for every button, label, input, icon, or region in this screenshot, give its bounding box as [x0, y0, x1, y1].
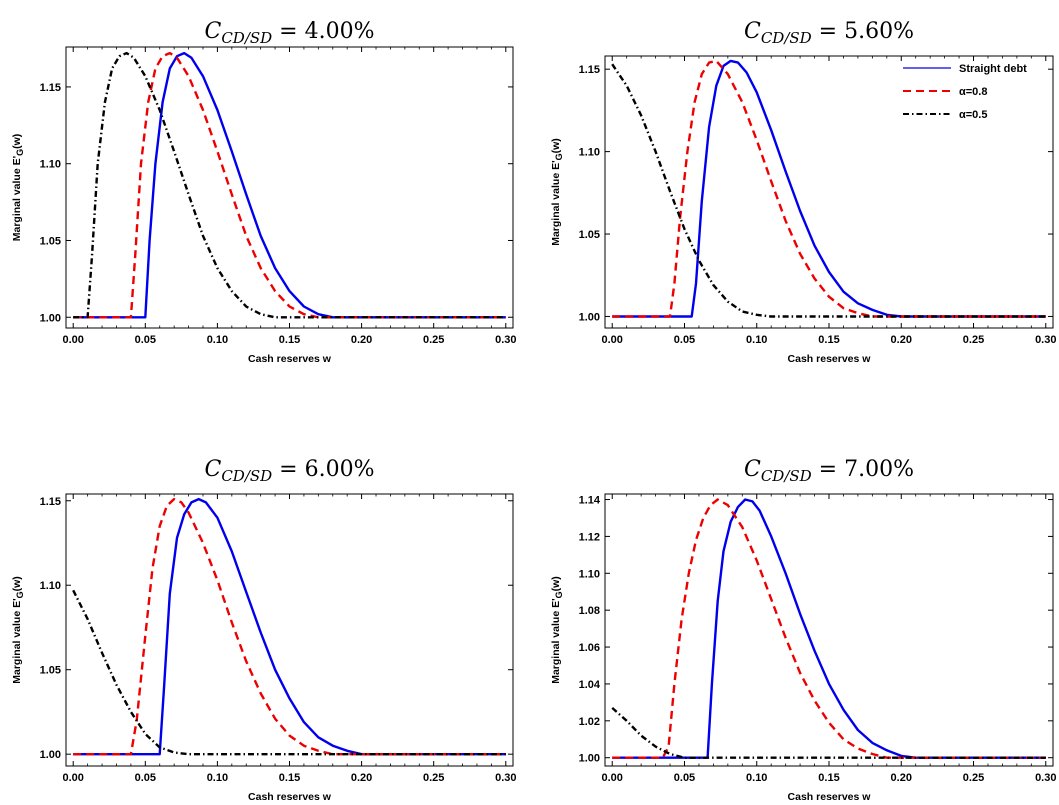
chart-title: CCD/SD = 7.00% — [744, 457, 914, 485]
y-tick-label: 1.06 — [579, 642, 600, 654]
chart-title: CCD/SD = 4.00% — [204, 19, 374, 47]
series-line-1 — [73, 497, 506, 756]
y-tick-label: 1.02 — [579, 716, 600, 728]
y-tick-label: 1.00 — [40, 749, 61, 761]
legend-label-3: α=0.5 — [959, 109, 987, 121]
y-tick-label: 1.10 — [40, 580, 61, 592]
series-line-2 — [612, 498, 1046, 759]
x-tick-label: 0.30 — [1035, 334, 1056, 346]
y-tick-label: 1.00 — [579, 753, 600, 765]
y-tick-label: 1.05 — [40, 235, 61, 247]
x-tick-label: 0.00 — [62, 772, 83, 784]
series-line-2 — [612, 59, 1046, 318]
y-axis-label: Marginal value E'G(w) — [11, 134, 25, 242]
x-tick-label: 0.00 — [602, 772, 623, 784]
chart-panel-3: CCD/SD = 6.00% 0.00 0.05 0.10 0.15 0.20 0.25 0.… — [11, 457, 517, 803]
x-tick-label: 0.05 — [674, 772, 695, 784]
legend-label-1: Straight debt — [959, 63, 1027, 75]
y-tick-label: 1.14 — [579, 495, 601, 507]
plot-frame — [604, 493, 1054, 767]
series-line-1 — [612, 498, 1046, 759]
y-tick-label: 1.05 — [579, 229, 600, 241]
x-tick-label: 0.10 — [746, 772, 767, 784]
x-tick-label: 0.20 — [351, 334, 372, 346]
series-line-1 — [73, 51, 506, 319]
x-tick-label: 0.15 — [279, 772, 300, 784]
y-axis-label: Marginal value E'G(w) — [11, 576, 25, 684]
series-line-3 — [72, 589, 506, 756]
x-tick-label: 0.00 — [602, 334, 623, 346]
y-tick-label: 1.05 — [40, 665, 61, 677]
y-tick-label: 1.15 — [40, 82, 61, 94]
legend-label-2: α=0.8 — [959, 86, 987, 98]
y-tick-label: 1.15 — [40, 496, 61, 508]
x-tick-label: 0.10 — [207, 772, 228, 784]
plot-frame — [65, 493, 514, 767]
y-tick-label: 1.04 — [579, 679, 601, 691]
x-axis-label: Cash reserves w — [788, 353, 872, 365]
series-line-3 — [73, 51, 506, 319]
x-tick-label: 0.30 — [495, 334, 516, 346]
x-tick-label: 0.25 — [423, 772, 444, 784]
x-tick-label: 0.30 — [495, 772, 516, 784]
x-tick-label: 0.20 — [891, 334, 912, 346]
series-line-3 — [611, 63, 1046, 318]
x-tick-label: 0.25 — [423, 334, 444, 346]
x-tick-label: 0.05 — [135, 772, 156, 784]
series-line-2 — [73, 497, 506, 756]
series-line-3 — [611, 707, 1046, 759]
y-tick-label: 1.00 — [40, 312, 61, 324]
x-tick-label: 0.25 — [963, 334, 984, 346]
y-tick-label: 1.00 — [579, 311, 600, 323]
x-tick-label: 0.15 — [279, 334, 300, 346]
chart-title: CCD/SD = 6.00% — [204, 457, 374, 485]
x-tick-label: 0.20 — [351, 772, 372, 784]
series-line-2 — [73, 51, 506, 319]
chart-title: CCD/SD = 5.60% — [744, 19, 914, 47]
x-axis-label: Cash reserves w — [788, 791, 872, 803]
x-tick-label: 0.15 — [818, 334, 839, 346]
y-tick-label: 1.15 — [579, 64, 600, 76]
x-tick-label: 0.05 — [135, 334, 156, 346]
plot-frame — [65, 46, 514, 329]
chart-panel-4: CCD/SD = 7.00% 0.00 0.05 0.10 0.15 0.20 0.25 0.… — [550, 457, 1056, 803]
x-tick-label: 0.05 — [674, 334, 695, 346]
x-tick-label: 0.10 — [746, 334, 767, 346]
y-tick-label: 1.10 — [579, 568, 600, 580]
series-line-1 — [612, 59, 1046, 318]
chart-panel-1: CCD/SD = 4.00% 0.00 0.05 0.10 0.15 0.20 0.25 0.… — [11, 19, 517, 365]
x-tick-label: 0.30 — [1035, 772, 1056, 784]
x-tick-label: 0.15 — [818, 772, 839, 784]
y-axis-label: Marginal value E'G(w) — [550, 576, 564, 684]
y-axis-label: Marginal value E'G(w) — [550, 138, 564, 246]
y-tick-label: 1.08 — [579, 605, 600, 617]
x-tick-label: 0.25 — [963, 772, 984, 784]
y-tick-label: 1.10 — [40, 159, 61, 171]
x-axis-label: Cash reserves w — [248, 353, 332, 365]
x-axis-label: Cash reserves w — [248, 791, 332, 803]
chart-panel-2: CCD/SD = 5.60% 0.00 0.05 0.10 0.15 0.20 0.25 0.… — [550, 19, 1056, 365]
x-tick-label: 0.00 — [62, 334, 83, 346]
legend: Straight debt α=0.8 α=0.5 — [903, 63, 1027, 121]
y-tick-label: 1.12 — [579, 531, 600, 543]
x-tick-label: 0.20 — [891, 772, 912, 784]
y-tick-label: 1.10 — [579, 147, 600, 159]
x-tick-label: 0.10 — [207, 334, 228, 346]
